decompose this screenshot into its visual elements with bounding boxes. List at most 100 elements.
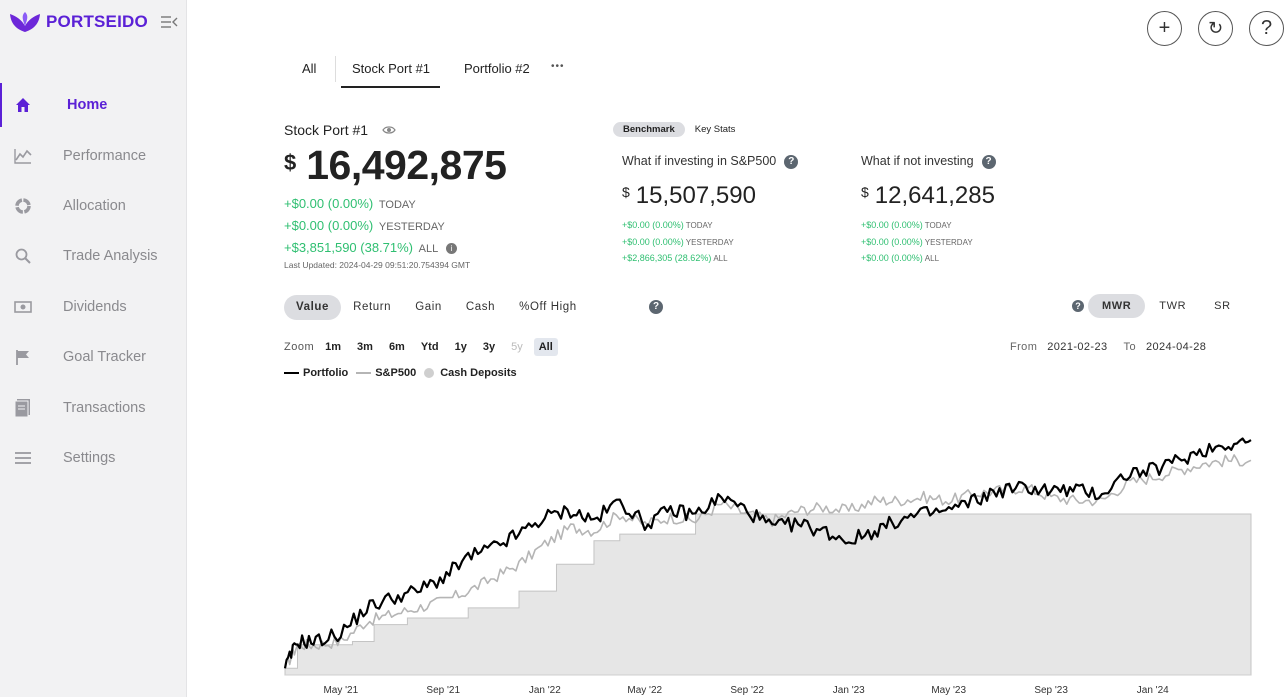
to-date-input[interactable]: 2024-04-28	[1145, 341, 1207, 353]
metric-tab-return[interactable]: Return	[353, 301, 392, 313]
sidebar-item-goal-tracker[interactable]: Goal Tracker	[0, 332, 186, 382]
change-yesterday-label: YESTERDAY	[378, 221, 445, 233]
sidebar-item-allocation[interactable]: Allocation	[0, 181, 186, 231]
help-icon[interactable]: ?	[649, 300, 663, 314]
legend-label: Cash Deposits	[440, 367, 517, 379]
metric-tab-cash[interactable]: Cash	[465, 301, 496, 313]
return-tab-twr[interactable]: TWR	[1159, 300, 1187, 312]
zoom-3m[interactable]: 3m	[357, 341, 373, 353]
sidebar-item-label: Goal Tracker	[63, 349, 146, 366]
tab-stock-port-1[interactable]: Stock Port #1	[352, 61, 431, 76]
collapse-sidebar-icon[interactable]	[160, 14, 178, 30]
brand-logo-icon	[10, 12, 40, 32]
plus-icon: +	[1158, 17, 1171, 39]
not-investing-amount: 12,641,285	[874, 182, 995, 209]
zoom-1m[interactable]: 1m	[325, 341, 342, 353]
not-investing-title: What if not investing?	[861, 154, 996, 169]
portfolio-amount: 16,492,875	[306, 142, 507, 188]
x-tick-label: May '21	[323, 685, 358, 696]
help-button[interactable]: ?	[1249, 11, 1284, 46]
legend-item-portfolio[interactable]: Portfolio	[284, 367, 348, 379]
return-type-tabs: ? MWR TWR SR	[1072, 294, 1245, 318]
sidebar-nav: Home Performance Allocation Trade Analys…	[0, 80, 186, 483]
change-all: +$3,851,590 (38.71%) ALL i	[284, 240, 457, 255]
legend-label: Portfolio	[303, 367, 349, 379]
tab-divider	[335, 56, 336, 82]
legend-item-sp500[interactable]: S&P500	[356, 367, 416, 379]
help-icon[interactable]: ?	[784, 154, 799, 169]
x-tick-label: Jan '23	[833, 685, 865, 696]
from-date-input[interactable]: 2021-02-23	[1047, 341, 1108, 353]
not-investing-change-all: +$0.00 (0.00%) ALL	[861, 253, 939, 263]
sp500-title: What if investing in S&P500?	[622, 154, 799, 169]
zoom-ytd[interactable]: Ytd	[420, 341, 439, 353]
legend-swatch	[284, 372, 299, 374]
zoom-all[interactable]: All	[533, 338, 558, 356]
cash-icon	[13, 297, 33, 317]
metric-tab-gain[interactable]: Gain	[415, 301, 442, 313]
not-investing-value: $ 12,641,285	[861, 182, 995, 210]
cash-deposits-area	[284, 513, 1252, 676]
legend-item-cash-deposits[interactable]: Cash Deposits	[424, 367, 517, 379]
value-chart[interactable]: May '21 Sep '21 Jan '22 May '22 Sep '22 Jan '…	[190, 385, 1288, 697]
home-icon	[13, 95, 33, 115]
sidebar-item-home[interactable]: Home	[0, 80, 186, 130]
sp500-amount: 15,507,590	[635, 182, 756, 209]
sidebar-item-dividends[interactable]: Dividends	[0, 282, 186, 332]
sp500-title-text: What if investing in S&P500	[622, 154, 777, 168]
return-tab-mwr[interactable]: MWR	[1088, 294, 1146, 318]
tab-portfolio-2[interactable]: Portfolio #2	[464, 61, 530, 76]
metric-tab-value[interactable]: Value	[284, 295, 342, 320]
zoom-3y[interactable]: 3y	[482, 341, 496, 353]
benchmark-toggle: Benchmark Key Stats	[613, 121, 745, 138]
sp500-change-all-value: +$2,866,305 (28.62%)	[622, 253, 712, 263]
portfolio-line	[283, 437, 1252, 669]
change-all-label: ALL	[418, 243, 439, 255]
zoom-6m[interactable]: 6m	[388, 341, 405, 353]
sidebar-item-trade-analysis[interactable]: Trade Analysis	[0, 231, 186, 281]
sidebar-item-label: Performance	[63, 147, 147, 164]
not-investing-change-today: +$0.00 (0.00%) TODAY	[861, 220, 952, 230]
portfolio-value: $ 16,492,875	[284, 142, 507, 189]
help-icon[interactable]: ?	[981, 154, 996, 169]
brand[interactable]: PORTSEIDO	[8, 10, 148, 34]
menu-icon	[13, 448, 33, 468]
currency-symbol: $	[284, 150, 297, 175]
sidebar-item-performance[interactable]: Performance	[0, 130, 186, 180]
key-stats-tab[interactable]: Key Stats	[694, 124, 736, 135]
active-tab-indicator	[341, 86, 440, 88]
sp500-change-yesterday-label: YESTERDAY	[685, 238, 734, 247]
not-investing-change-today-value: +$0.00 (0.00%)	[861, 220, 923, 230]
zoom-1y[interactable]: 1y	[454, 341, 467, 353]
return-tab-sr[interactable]: SR	[1214, 300, 1231, 312]
eye-icon[interactable]	[382, 125, 396, 135]
sidebar-item-transactions[interactable]: Transactions	[0, 382, 186, 432]
info-icon[interactable]: i	[445, 243, 457, 255]
tab-all[interactable]: All	[302, 61, 317, 76]
zoom-label: Zoom	[284, 341, 315, 353]
portfolio-name: Stock Port #1	[284, 122, 369, 138]
benchmark-tab[interactable]: Benchmark	[613, 122, 685, 137]
more-tabs-button[interactable]: •••	[551, 61, 565, 72]
search-icon	[13, 246, 33, 266]
currency-symbol: $	[622, 184, 630, 200]
flag-icon	[13, 347, 33, 367]
refresh-button[interactable]: ↻	[1198, 11, 1233, 46]
x-tick-label: Jan '22	[529, 685, 561, 696]
legend-label: S&P500	[375, 367, 417, 379]
add-button[interactable]: +	[1147, 11, 1182, 46]
not-investing-change-yesterday-value: +$0.00 (0.00%)	[861, 237, 923, 247]
sp500-line	[284, 454, 1252, 669]
change-today-value: +$0.00 (0.00%)	[284, 196, 374, 211]
x-tick-label: Sep '21	[426, 685, 460, 696]
document-icon	[13, 398, 33, 418]
help-icon[interactable]: ?	[1072, 300, 1084, 312]
sidebar-item-label: Home	[67, 97, 108, 114]
change-today: +$0.00 (0.00%) TODAY	[284, 196, 416, 211]
refresh-icon: ↻	[1207, 18, 1224, 38]
metric-tab-off-high[interactable]: %Off High	[519, 301, 577, 313]
not-investing-title-text: What if not investing	[861, 154, 974, 168]
not-investing-change-yesterday: +$0.00 (0.00%) YESTERDAY	[861, 237, 973, 247]
not-investing-change-all-value: +$0.00 (0.00%)	[861, 253, 923, 263]
sidebar-item-settings[interactable]: Settings	[0, 433, 186, 483]
